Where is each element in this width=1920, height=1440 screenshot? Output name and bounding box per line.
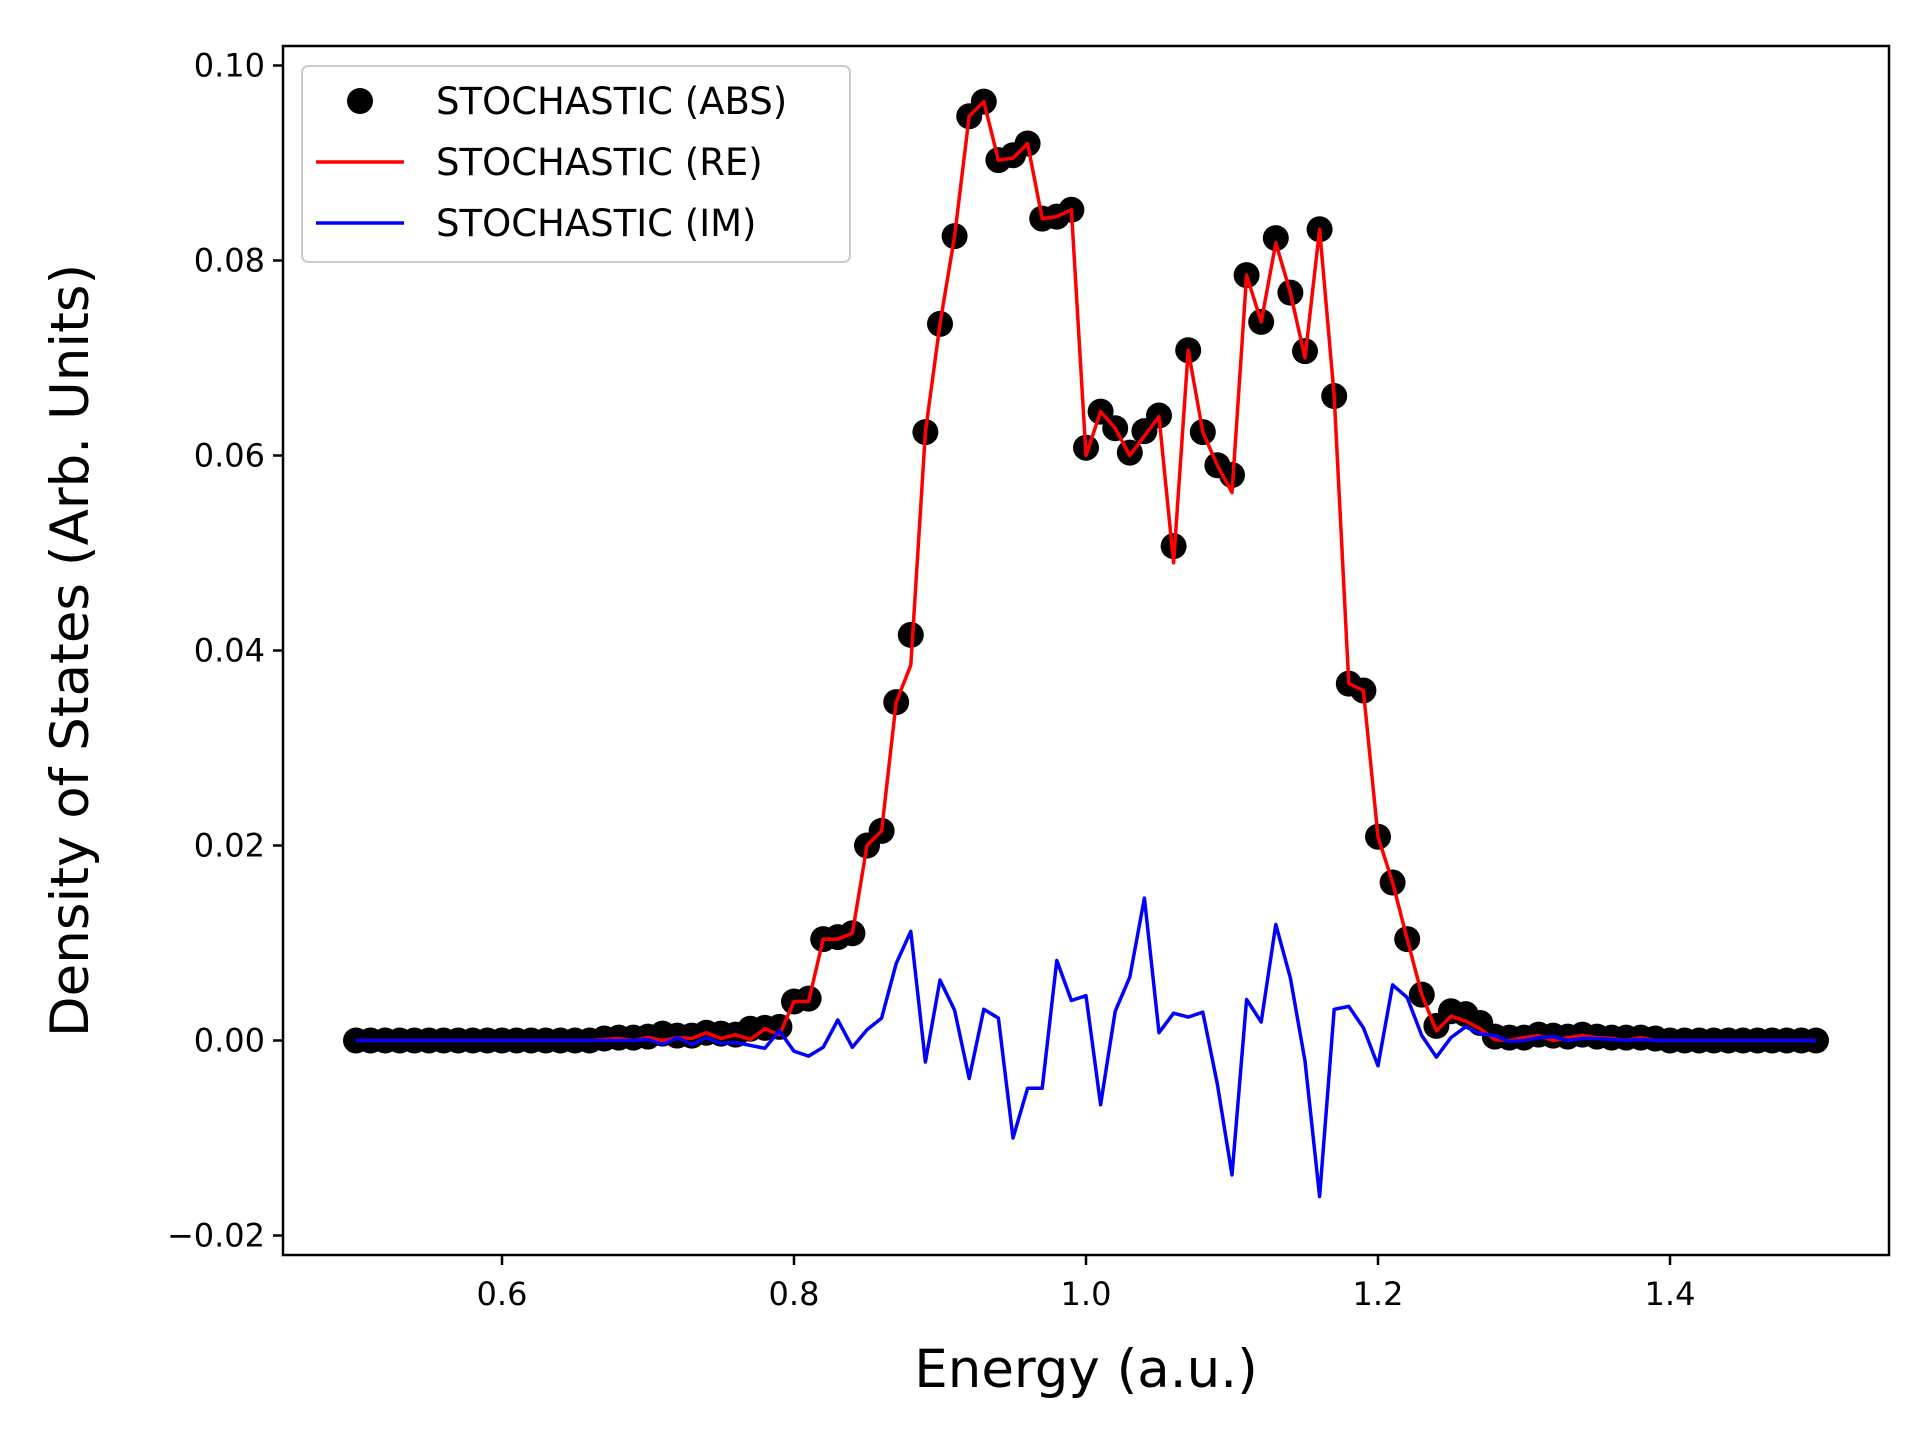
y-tick-label: 0.10 [194, 47, 265, 85]
y-tick-label: 0.02 [194, 827, 265, 865]
y-tick-label: 0.00 [194, 1022, 265, 1060]
legend-abs-marker [347, 88, 373, 114]
axes-frame [281, 44, 1891, 1257]
x-tick-label: 1.2 [1353, 1275, 1404, 1313]
y-axis-title: Density of States (Arb. Units) [40, 264, 101, 1037]
x-tick-label: 0.8 [769, 1275, 820, 1313]
y-tick-label: 0.06 [194, 437, 265, 475]
legend-abs-label: STOCHASTIC (ABS) [436, 80, 787, 123]
series-abs-markers [343, 88, 1829, 1054]
abs-point [897, 621, 924, 648]
series-lines [356, 99, 1816, 1199]
legend: STOCHASTIC (ABS) STOCHASTIC (RE) STOCHAS… [301, 65, 851, 263]
x-tick-label: 0.6 [477, 1275, 528, 1313]
abs-point [1262, 225, 1289, 252]
x-tick-label: 1.4 [1645, 1275, 1696, 1313]
x-tick-label: 1.0 [1061, 1275, 1112, 1313]
y-tick-label: 0.08 [194, 242, 265, 280]
x-axis-title: Energy (a.u.) [914, 1339, 1258, 1400]
y-axis-ticks: −0.02 0.00 0.02 0.04 0.06 0.08 0.10 [167, 47, 283, 1255]
legend-im-label: STOCHASTIC (IM) [436, 202, 756, 245]
y-tick-label: −0.02 [167, 1217, 265, 1255]
legend-box [301, 65, 851, 263]
y-tick-label: 0.04 [194, 632, 265, 670]
plot-area [343, 88, 1829, 1199]
legend-re-label: STOCHASTIC (RE) [436, 141, 763, 184]
x-axis-ticks: 0.6 0.8 1.0 1.2 1.4 [477, 1255, 1696, 1313]
im-series-line [356, 896, 1816, 1199]
